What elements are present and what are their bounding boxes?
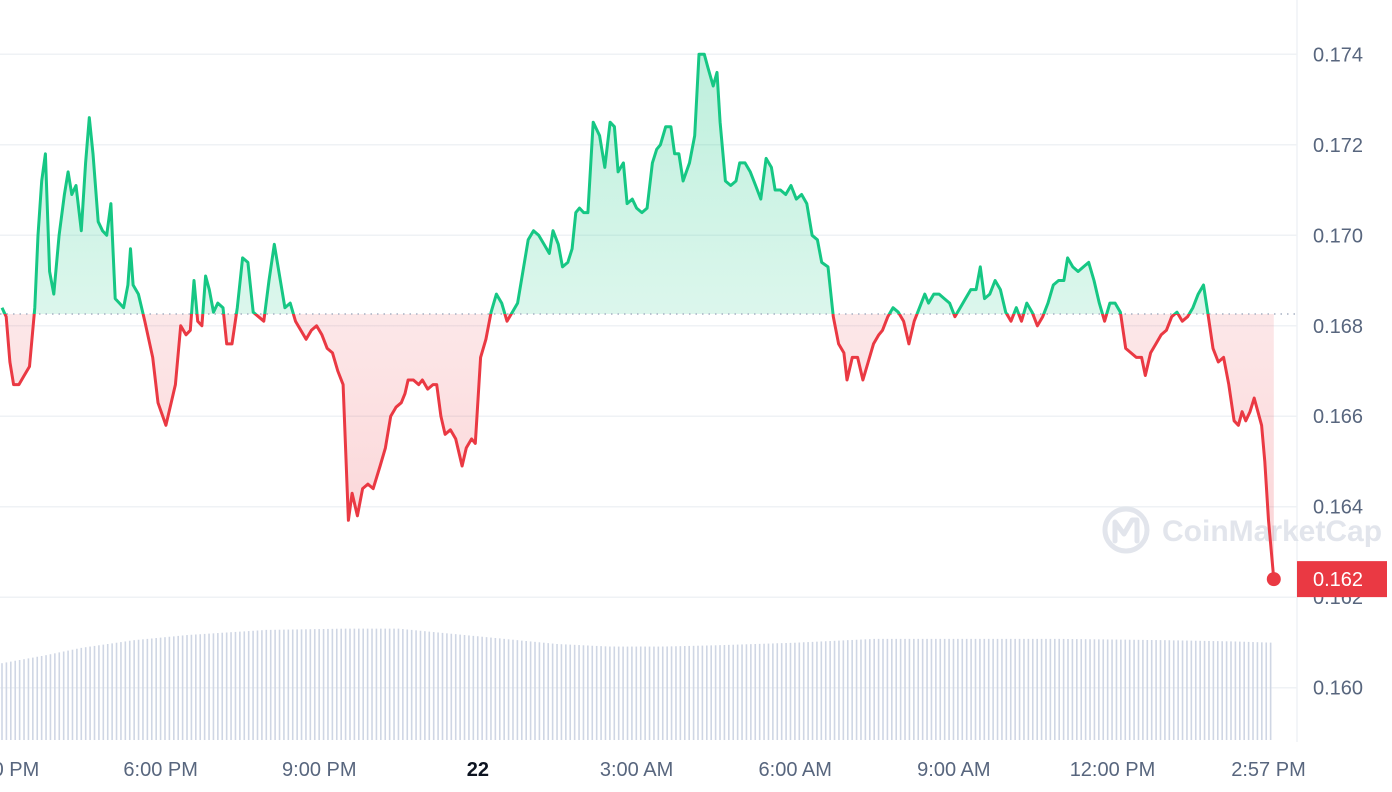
y-tick-label: 0.172: [1313, 135, 1363, 157]
coinmarketcap-logo-icon: [1102, 506, 1150, 554]
x-tick-label: 2:57 PM: [1231, 759, 1305, 781]
y-axis: 0.174 0.172 0.170 0.168 0.166 0.164 0.162 0.160: [1313, 44, 1363, 699]
grid-lines: [0, 0, 1298, 742]
x-tick-label: 22: [467, 759, 489, 781]
y-tick-label: 0.160: [1313, 678, 1363, 700]
current-price-label: 0.162: [1313, 569, 1363, 591]
area-up-fill: [2, 54, 1208, 314]
current-price-tag: 0.162: [1297, 561, 1387, 598]
price-line-down: [3, 313, 1276, 580]
x-tick-label: 3:00 AM: [600, 759, 673, 781]
price-line-up: [0, 52, 1210, 314]
x-tick-label: 9:00 AM: [917, 759, 990, 781]
area-down-fill: [2, 313, 1274, 580]
x-tick-label: 6:00 PM: [123, 759, 197, 781]
y-tick-label: 0.164: [1313, 497, 1363, 519]
y-tick-label: 0.174: [1313, 44, 1363, 66]
y-tick-label: 0.168: [1313, 316, 1363, 338]
x-tick-label: 3:00 PM: [0, 759, 39, 781]
y-tick-label: 0.170: [1313, 225, 1363, 247]
current-price-tag-background: [1297, 561, 1387, 598]
x-axis: 3:00 PM 6:00 PM 9:00 PM 22 3:00 AM 6:00 AM 9:0…: [0, 759, 1306, 781]
x-tick-label: 6:00 AM: [759, 759, 832, 781]
price-line: [0, 52, 1276, 580]
y-tick-label: 0.166: [1313, 406, 1363, 428]
x-tick-label: 9:00 PM: [282, 759, 356, 781]
volume-bars: [1, 628, 1272, 740]
price-area-fill: [2, 54, 1274, 580]
x-tick-label: 12:00 PM: [1070, 759, 1156, 781]
current-price-dot: [1266, 572, 1281, 587]
